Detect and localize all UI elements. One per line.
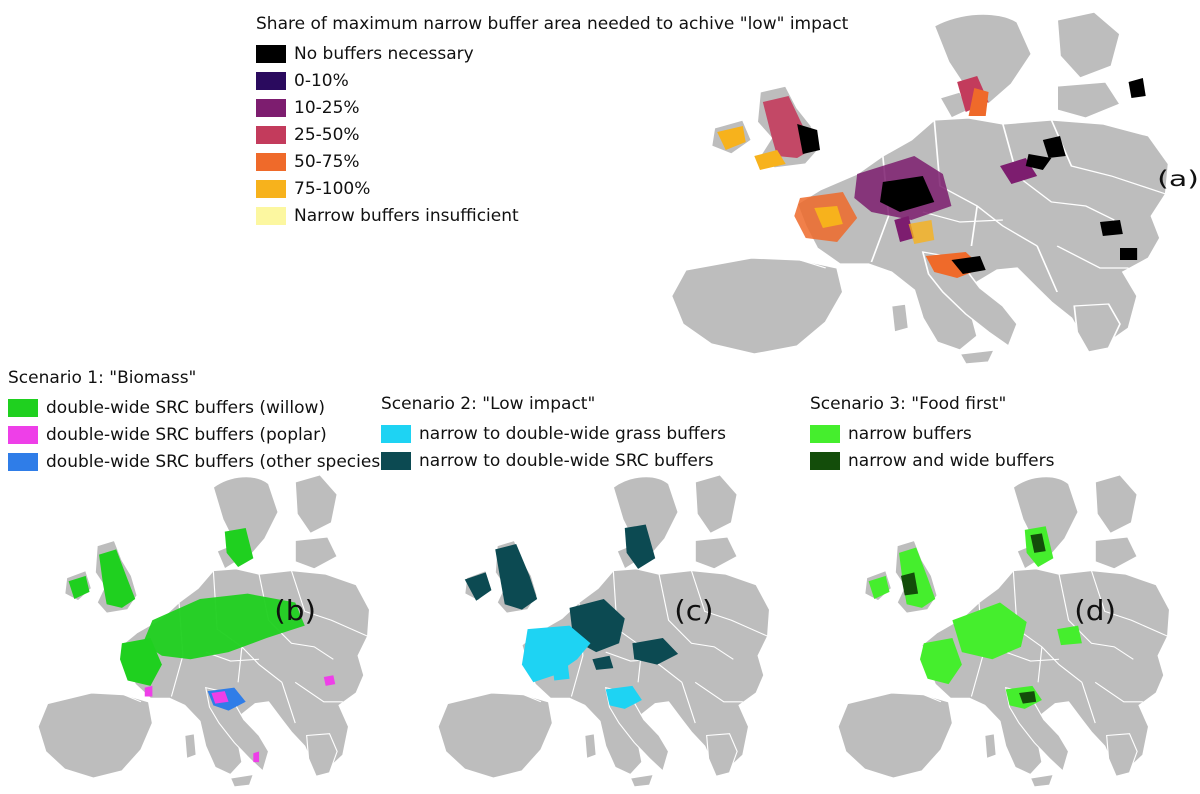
legend-swatch: [810, 451, 840, 470]
scenario-title-c: Scenario 2: "Low impact": [381, 394, 596, 414]
legend-item: 25-50%: [256, 121, 848, 148]
legend-item: 0-10%: [256, 67, 848, 94]
legend-item: narrow to double-wide grass buffers: [381, 420, 726, 447]
scenario-title-b: Scenario 1: "Biomass": [8, 368, 197, 388]
map-panel-a: (a): [670, 11, 1199, 365]
legend-label: 10-25%: [294, 97, 360, 118]
legend-panel-a: Share of maximum narrow buffer area need…: [256, 14, 848, 229]
legend-swatch: [381, 451, 411, 470]
legend-title-a: Share of maximum narrow buffer area need…: [256, 14, 849, 34]
map-panel-c: (c): [437, 474, 771, 788]
legend-label: double-wide SRC buffers (willow): [46, 397, 326, 418]
legend-swatch: [256, 179, 286, 198]
legend-label: narrow to double-wide grass buffers: [419, 423, 726, 444]
legend-item: double-wide SRC buffers (other species): [8, 448, 387, 475]
legend-swatch: [256, 206, 286, 225]
legend-label: 0-10%: [294, 70, 349, 91]
panel-label-d: (d): [1074, 595, 1116, 627]
legend-label: 25-50%: [294, 124, 360, 145]
legend-label: No buffers necessary: [294, 43, 474, 64]
scenario3-overlay: [868, 526, 1082, 709]
map-panel-b: (b): [37, 474, 371, 788]
legend-swatch: [256, 44, 286, 63]
legend-panel-c: Scenario 2: "Low impact" narrow to doubl…: [381, 394, 726, 474]
panel-label-a: (a): [1157, 167, 1199, 191]
scenario1-overlay: [68, 528, 336, 763]
legend-item: double-wide SRC buffers (poplar): [8, 421, 387, 448]
legend-item: 10-25%: [256, 94, 848, 121]
legend-panel-d: Scenario 3: "Food first" narrow buffers …: [810, 394, 1054, 474]
legend-item: No buffers necessary: [256, 40, 848, 67]
legend-swatch: [256, 125, 286, 144]
panel-label-c: (c): [674, 595, 713, 627]
legend-label: 50-75%: [294, 151, 360, 172]
legend-swatch: [381, 424, 411, 443]
legend-swatch: [8, 425, 38, 444]
legend-swatch: [256, 71, 286, 90]
legend-label: double-wide SRC buffers (other species): [46, 451, 387, 472]
legend-swatch: [256, 98, 286, 117]
legend-swatch: [8, 452, 38, 471]
legend-label: narrow and wide buffers: [848, 450, 1055, 471]
legend-item: narrow buffers: [810, 420, 1054, 447]
scenario-title-d: Scenario 3: "Food first": [810, 394, 1007, 414]
legend-label: narrow to double-wide SRC buffers: [419, 450, 714, 471]
impact-overlay: [717, 76, 1146, 278]
legend-item: narrow and wide buffers: [810, 447, 1054, 474]
legend-swatch: [256, 152, 286, 171]
scenario2-overlay: [464, 524, 679, 709]
legend-swatch: [810, 424, 840, 443]
legend-item: 50-75%: [256, 148, 848, 175]
legend-swatch: [8, 398, 38, 417]
legend-item: double-wide SRC buffers (willow): [8, 394, 387, 421]
legend-label: Narrow buffers insufficient: [294, 205, 519, 226]
legend-label: 75-100%: [294, 178, 371, 199]
legend-item: narrow to double-wide SRC buffers: [381, 447, 726, 474]
legend-item: 75-100%: [256, 175, 848, 202]
legend-label: narrow buffers: [848, 423, 972, 444]
legend-item: Narrow buffers insufficient: [256, 202, 848, 229]
legend-label: double-wide SRC buffers (poplar): [46, 424, 327, 445]
map-panel-d: (d): [837, 474, 1171, 788]
panel-label-b: (b): [274, 595, 316, 627]
legend-panel-b: Scenario 1: "Biomass" double-wide SRC bu…: [8, 368, 387, 475]
